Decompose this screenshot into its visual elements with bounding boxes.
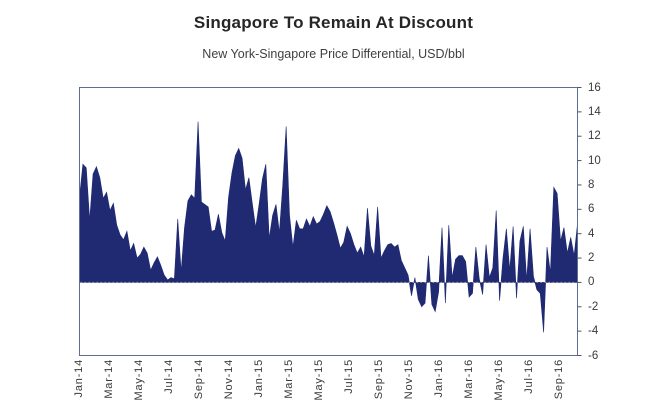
y-axis-tick-label: 0	[588, 276, 595, 289]
y-axis-tick-label: 2	[588, 252, 595, 265]
x-axis-tick-label: Jul-14	[162, 359, 175, 394]
chart-subtitle: New York-Singapore Price Differential, U…	[202, 47, 465, 61]
y-axis-tick-label: 8	[588, 178, 595, 191]
x-axis-tick-label: Mar-14	[102, 359, 115, 399]
y-axis-tick-label: -2	[588, 300, 599, 313]
y-axis-tick-label: 4	[588, 227, 595, 240]
y-axis-tick-label: 16	[588, 81, 601, 94]
y-axis-tick-label: -6	[588, 349, 599, 362]
x-axis-tick-label: Nov-14	[222, 359, 235, 400]
y-axis-tick-label: -4	[588, 325, 599, 338]
x-axis-tick-label: Jul-16	[522, 359, 535, 394]
x-axis-tick-label: May-15	[312, 359, 325, 401]
x-axis-tick-label: Jul-15	[342, 359, 355, 394]
x-axis-tick-label: Mar-15	[282, 359, 295, 399]
x-axis-tick-label: Sep-14	[192, 359, 205, 400]
y-axis-tick-label: 14	[588, 105, 601, 118]
x-axis-tick-label: Jan-16	[432, 359, 445, 398]
area-series	[79, 121, 578, 333]
plot-border	[79, 87, 578, 356]
y-axis-tick-label: 10	[588, 154, 601, 167]
x-axis-tick-label: Sep-15	[372, 359, 385, 400]
x-axis-tick-label: Mar-16	[462, 359, 475, 399]
x-axis-tick-label: Jan-14	[72, 359, 85, 398]
x-axis-tick-label: Nov-15	[402, 359, 415, 400]
chart-title: Singapore To Remain At Discount	[193, 13, 474, 32]
x-axis-tick-label: Sep-16	[552, 359, 565, 400]
y-axis-tick-label: 6	[588, 203, 595, 216]
x-axis-tick-label: May-16	[492, 359, 505, 401]
x-axis-tick-label: Jan-15	[252, 359, 265, 398]
x-axis-tick-label: May-14	[132, 359, 145, 401]
y-axis-tick-label: 12	[588, 130, 601, 143]
